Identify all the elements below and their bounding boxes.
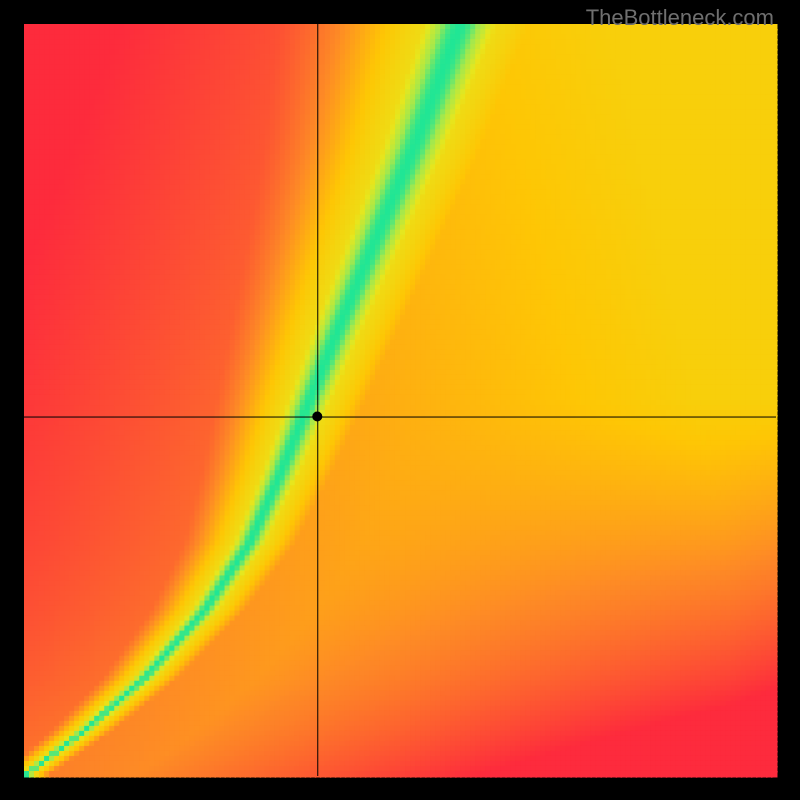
watermark-text: TheBottleneck.com bbox=[586, 5, 774, 31]
chart-container: TheBottleneck.com bbox=[0, 0, 800, 800]
bottleneck-heatmap bbox=[0, 0, 800, 800]
